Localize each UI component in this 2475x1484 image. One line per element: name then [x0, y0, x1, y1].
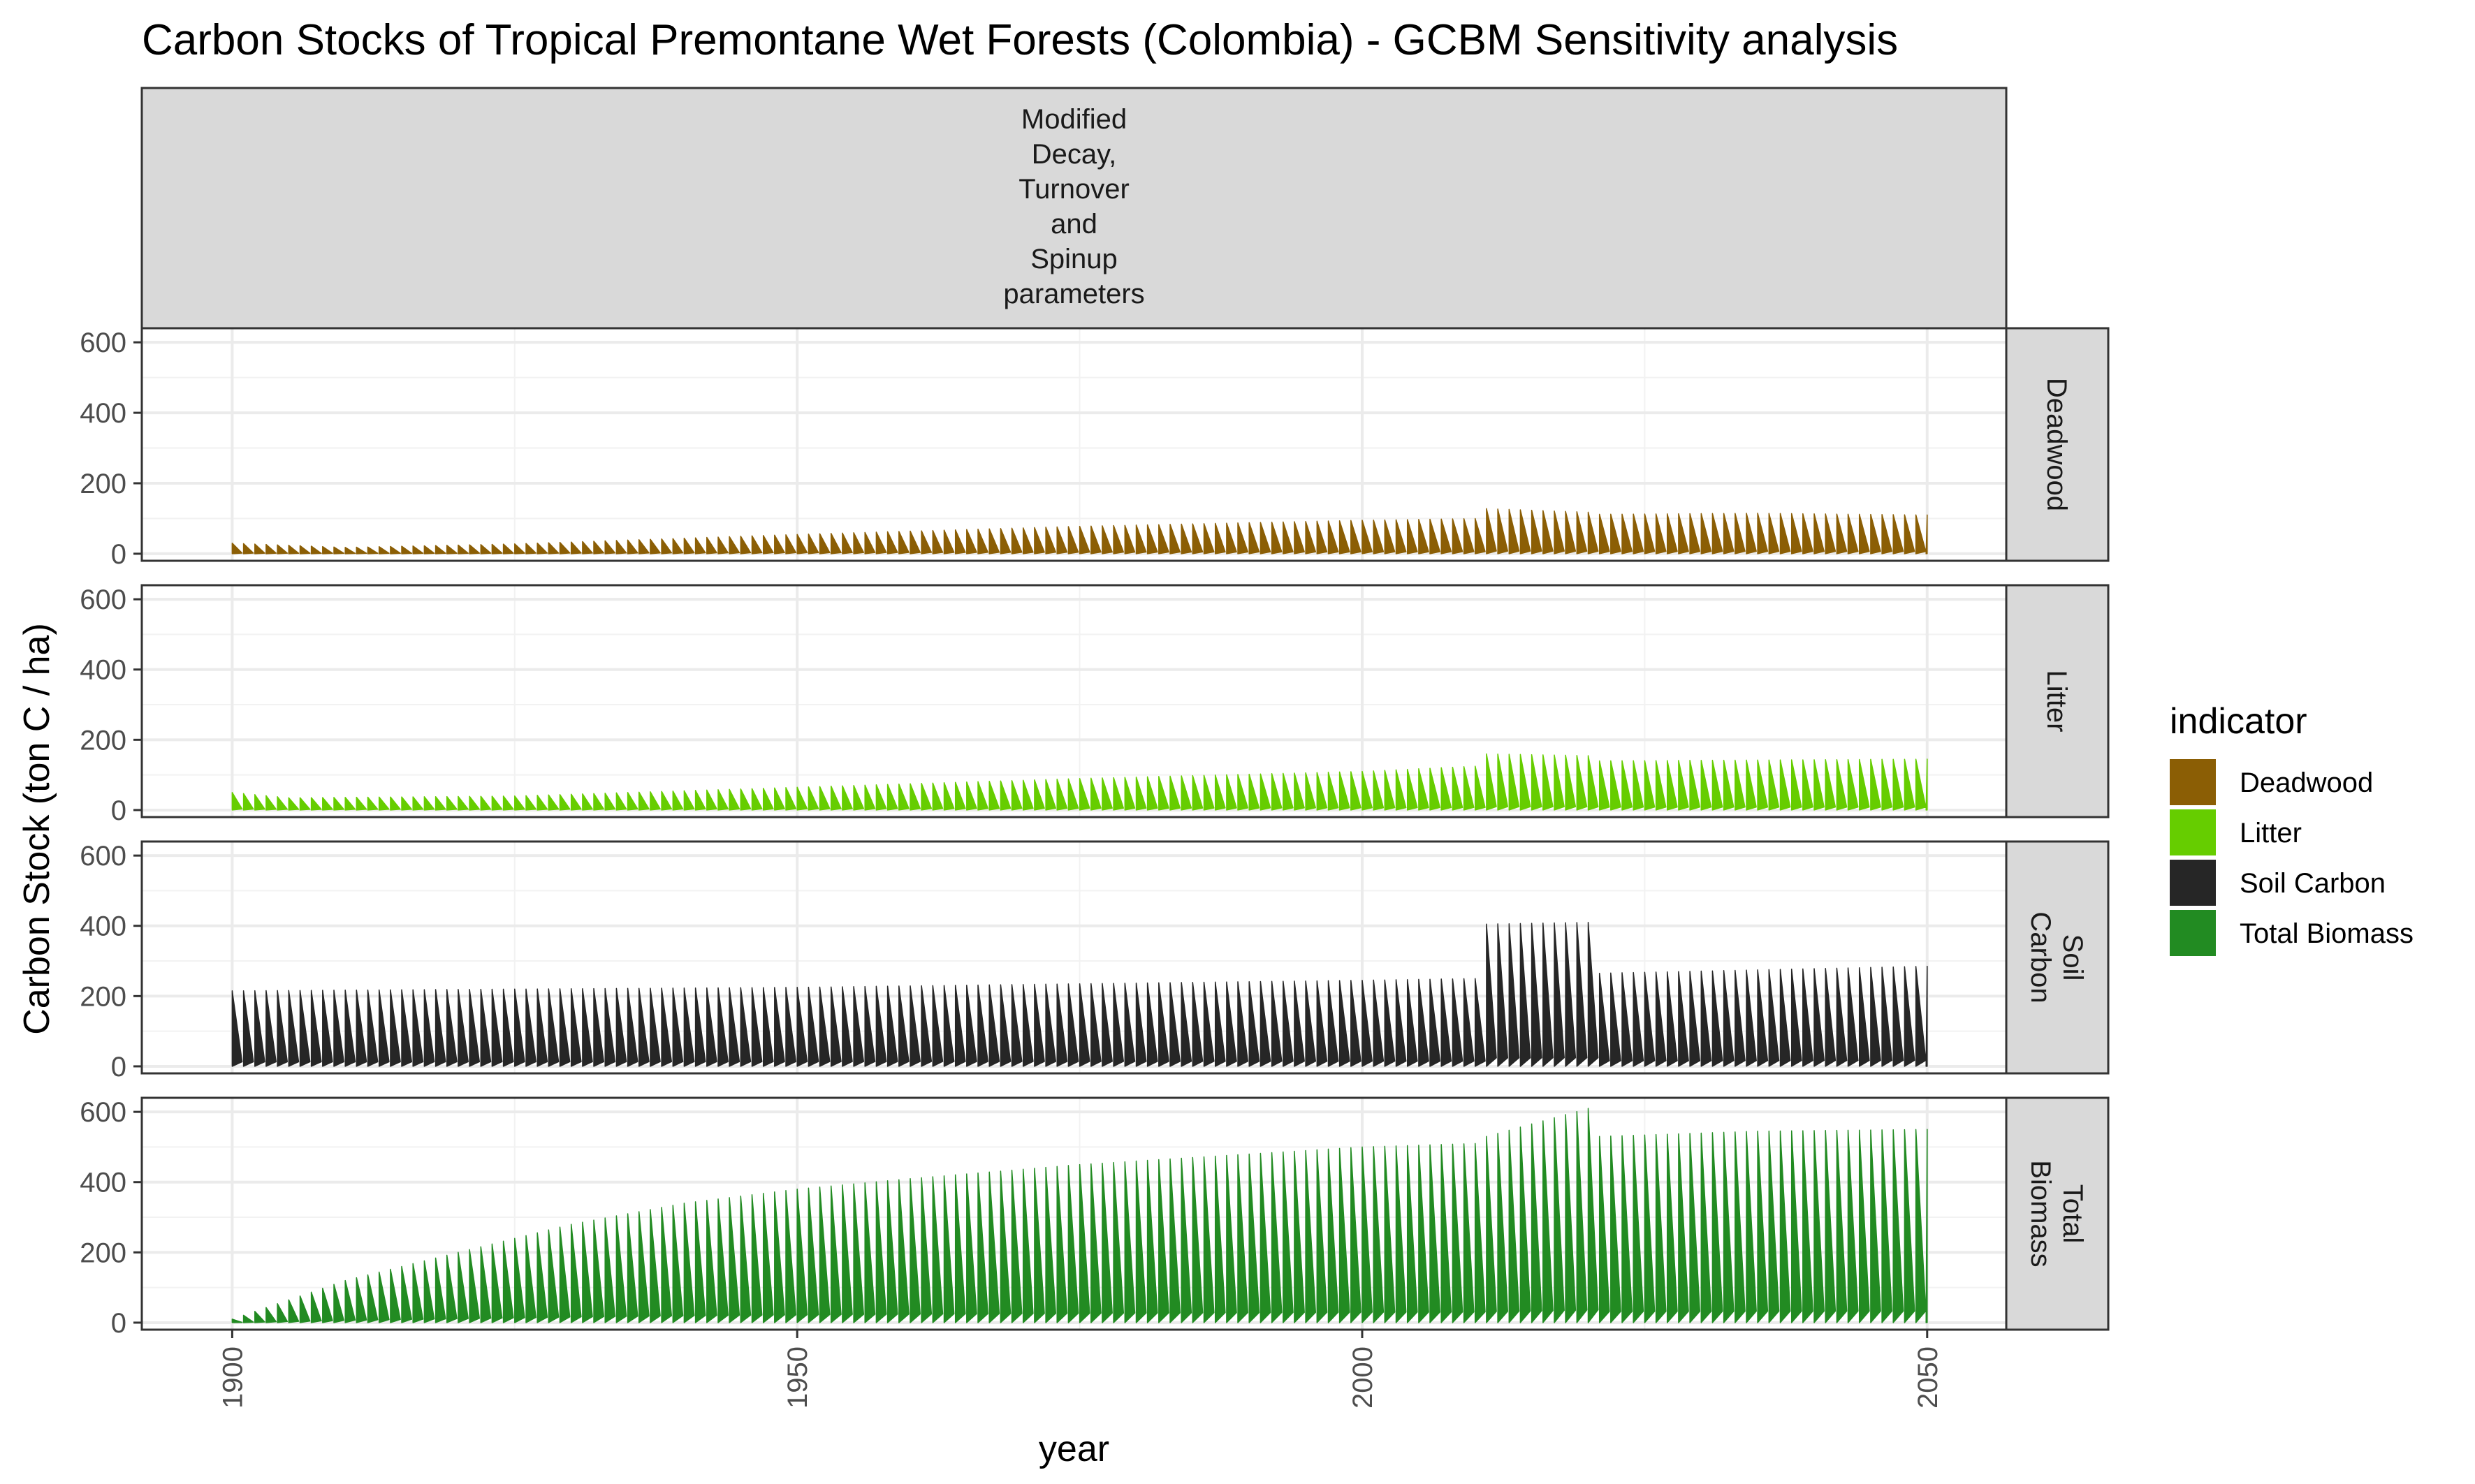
panel-strip: [2005, 584, 2110, 818]
legend-label: Litter: [2240, 818, 2302, 848]
x-tick-label: 1950: [782, 1346, 813, 1409]
column-strip-line: Decay,: [1032, 139, 1117, 170]
y-tick-label: 400: [80, 911, 126, 942]
column-strip-line: Turnover: [1019, 174, 1130, 205]
legend-swatch: [2170, 809, 2216, 855]
panel-strip-label: Deadwood: [2041, 378, 2072, 511]
y-tick-label: 0: [111, 539, 126, 570]
panel-strip-label: SoilCarbon: [2025, 911, 2088, 1003]
y-tick-label: 200: [80, 725, 126, 756]
series-area: [231, 508, 1928, 554]
legend-title: indicator: [2170, 701, 2307, 742]
panel-litter: 0 200 400 600 Litter: [80, 584, 2110, 826]
legend-swatch: [2170, 759, 2216, 805]
y-tick-label: 600: [80, 1097, 126, 1128]
legend-label: Deadwood: [2240, 767, 2373, 798]
panel-strip-label: TotalBiomass: [2025, 1160, 2088, 1267]
y-tick-label: 200: [80, 1237, 126, 1268]
legend: indicator Deadwood Litter Soil Carbon Total …: [2170, 701, 2414, 956]
legend-swatch: [2170, 910, 2216, 956]
panel-deadwood: 0 200 400 600 Deadwood: [80, 327, 2110, 570]
y-tick-label: 400: [80, 1168, 126, 1198]
legend-label: Total Biomass: [2240, 918, 2414, 949]
y-tick-label: 600: [80, 841, 126, 872]
y-tick-label: 0: [111, 1308, 126, 1339]
panel-strip-line: Carbon: [2025, 911, 2056, 1003]
chart-title: Carbon Stocks of Tropical Premontane Wet…: [142, 16, 1898, 64]
y-tick-label: 600: [80, 328, 126, 358]
panel-strip-label: Litter: [2041, 670, 2072, 733]
series-area: [231, 753, 1928, 811]
column-strip: [140, 87, 2008, 330]
x-axis-title: year: [1039, 1429, 1109, 1469]
y-tick-label: 400: [80, 398, 126, 429]
panel-total-biomass: 0 200 400 600 TotalBiomass: [80, 1096, 2110, 1339]
column-strip-line: Modified: [1021, 104, 1127, 135]
series-area: [231, 1108, 1928, 1323]
legend-label: Soil Carbon: [2240, 868, 2386, 899]
panel-background: [142, 328, 2006, 561]
panel-strip-line: Soil: [2057, 934, 2088, 981]
column-strip-line: Spinup: [1030, 244, 1118, 274]
panel-strip: [2005, 327, 2110, 562]
panel-strip: [2005, 1096, 2110, 1331]
column-strip-line: parameters: [1003, 279, 1144, 309]
panel-strip: [2005, 840, 2110, 1075]
panel-background: [142, 585, 2006, 817]
y-tick-label: 0: [111, 795, 126, 826]
panel-strip-line: Total: [2057, 1184, 2088, 1244]
column-strip-label: Modified Decay, Turnover and Spinup parameter…: [1003, 104, 1144, 309]
y-tick-label: 400: [80, 655, 126, 686]
x-tick-label: 2000: [1348, 1346, 1378, 1409]
y-axis-title: Carbon Stock (ton C / ha): [17, 623, 57, 1035]
x-tick-label: 2050: [1913, 1346, 1943, 1409]
y-tick-label: 200: [80, 981, 126, 1012]
y-tick-label: 0: [111, 1052, 126, 1082]
series-area: [231, 921, 1928, 1067]
x-tick-label: 1900: [217, 1346, 248, 1409]
column-strip-line: and: [1051, 209, 1097, 240]
legend-swatch: [2170, 860, 2216, 906]
panel-strip-line: Deadwood: [2041, 378, 2072, 511]
panel-strip-line: Litter: [2041, 670, 2072, 733]
y-tick-label: 200: [80, 469, 126, 499]
panel-soil-carbon: 0 200 400 600 SoilCarbon: [80, 840, 2110, 1082]
y-tick-label: 600: [80, 585, 126, 615]
panel-strip-line: Biomass: [2025, 1160, 2056, 1267]
